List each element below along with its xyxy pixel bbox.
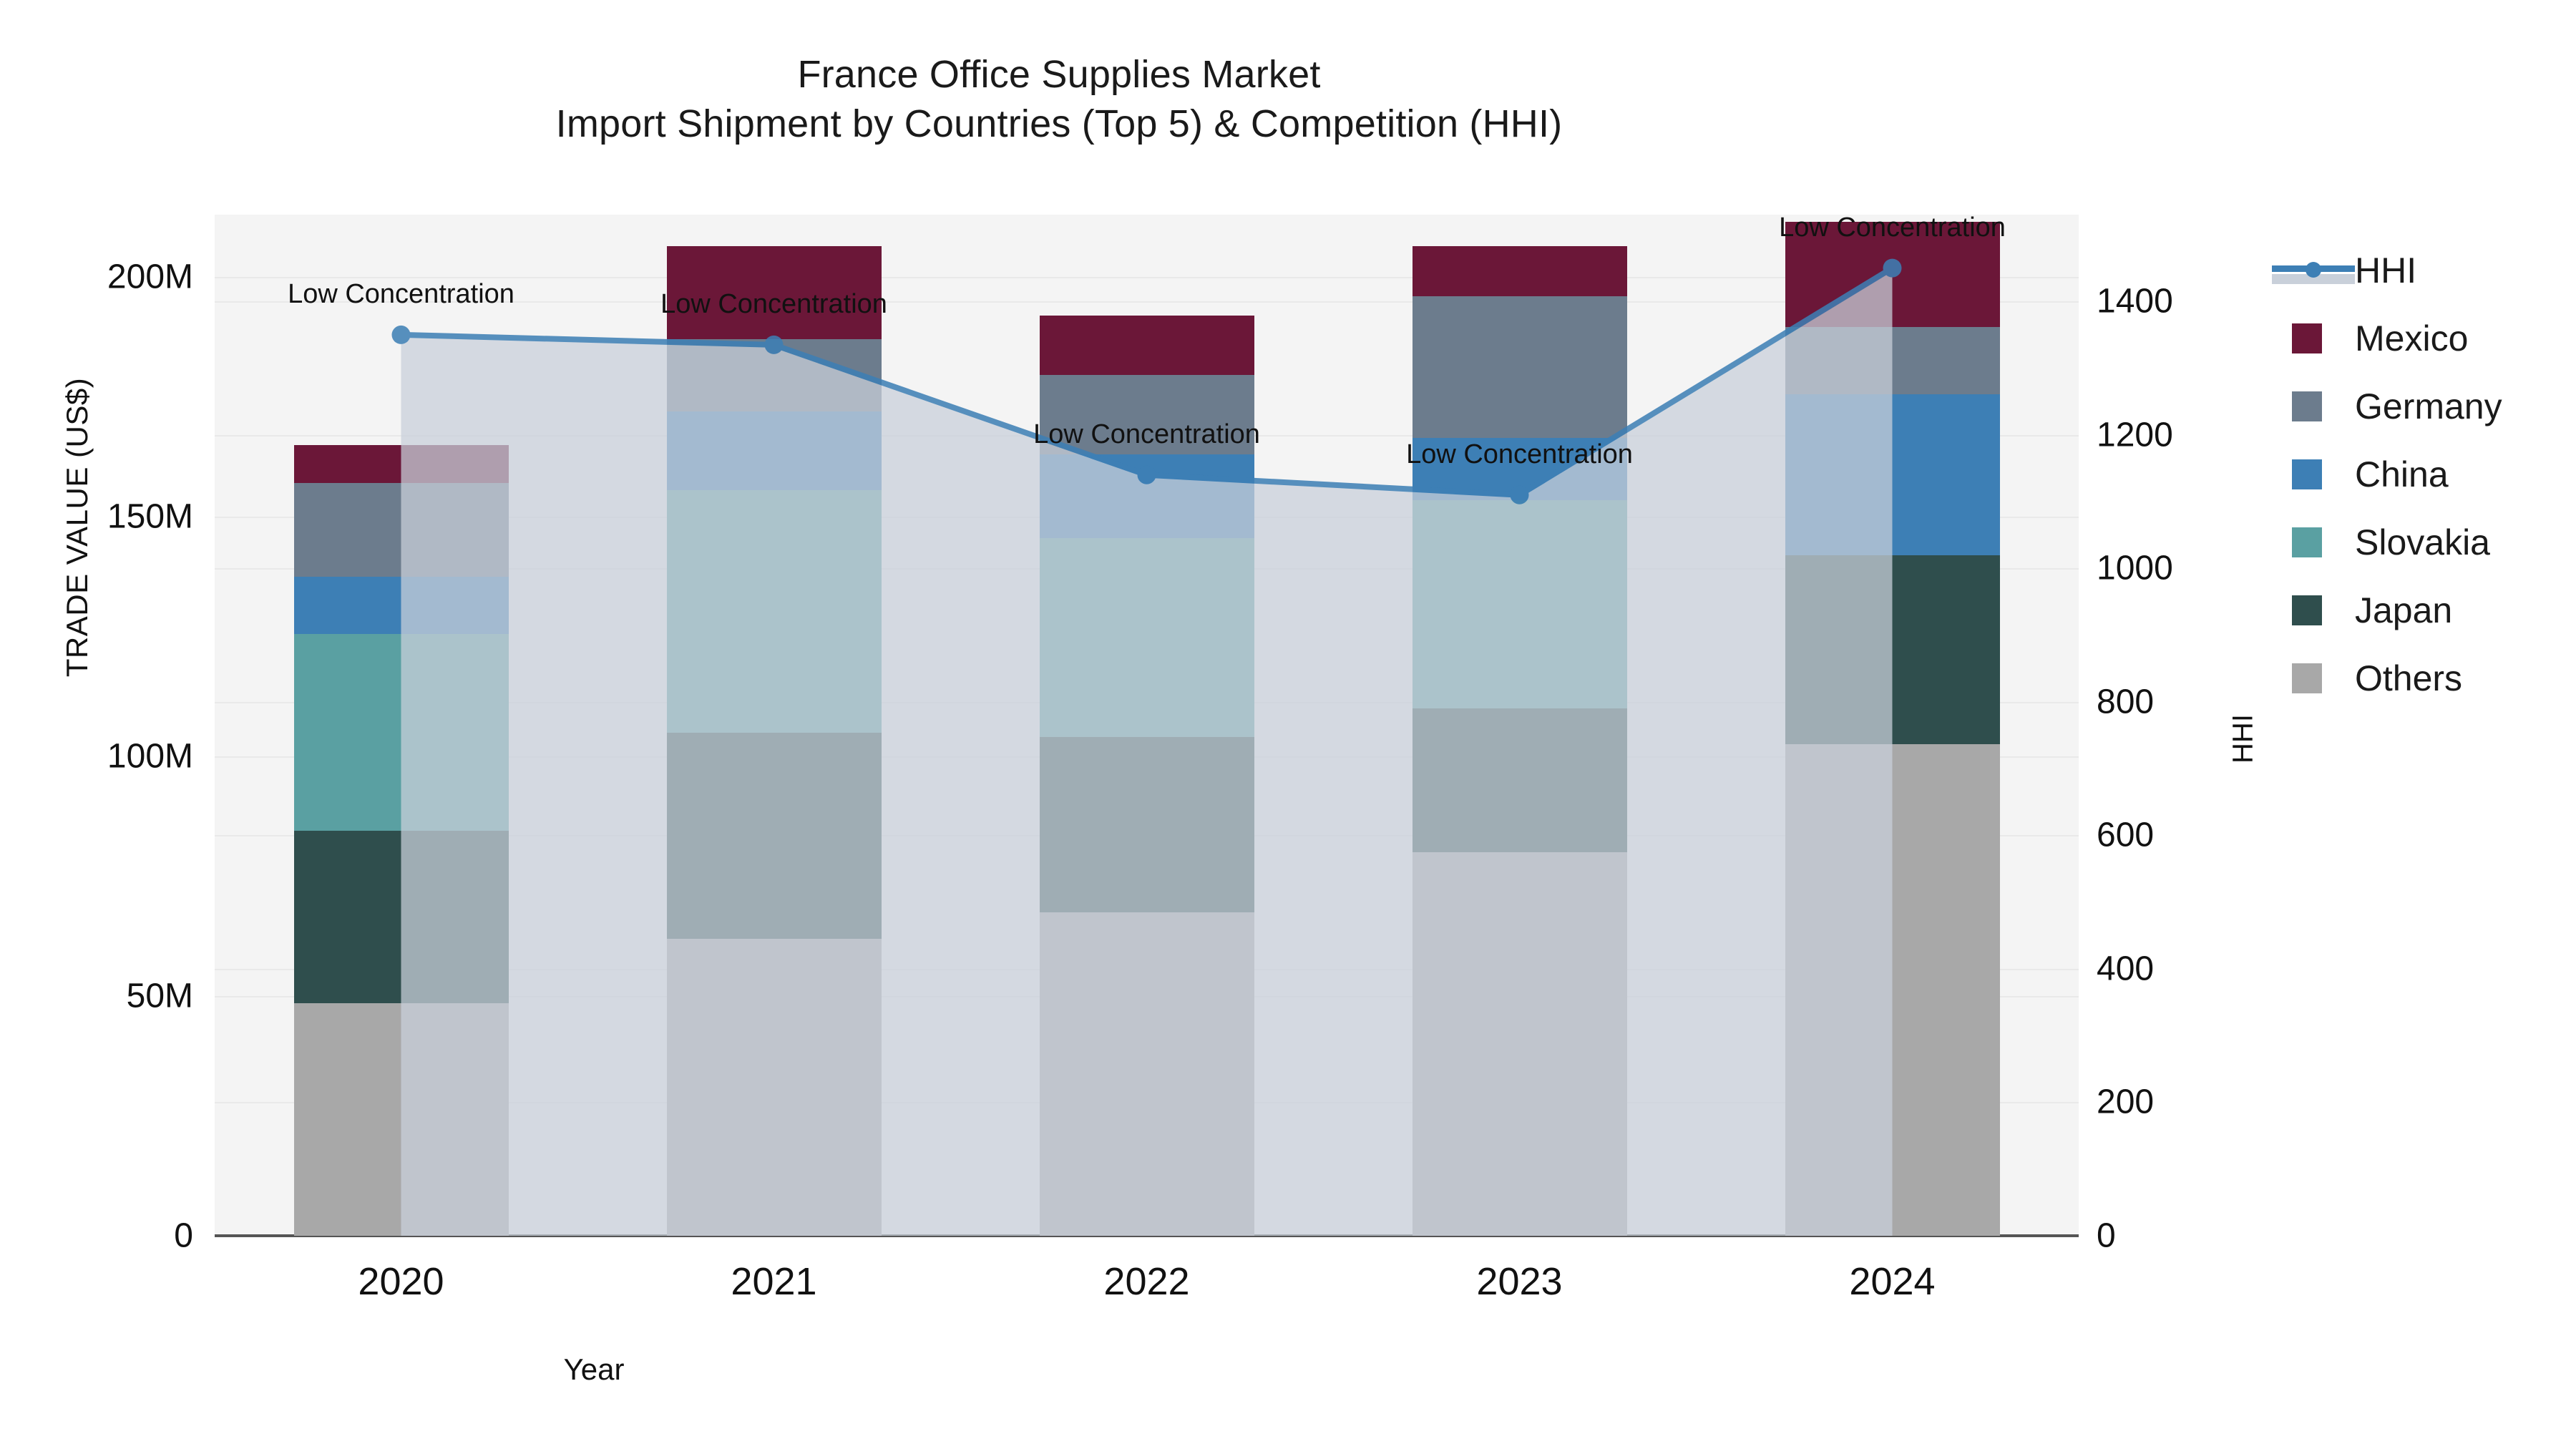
y-axis-label-secondary: HHI [2227, 714, 2259, 763]
legend-color-swatch [2292, 459, 2322, 489]
y-tick-label: 150M [107, 497, 193, 536]
y-tick-label: 50M [126, 977, 193, 1015]
hhi-annotation: Low Concentration [1779, 212, 2006, 243]
chart-legend: HHI Mexico Germany China Slovakia Japan Others [2272, 236, 2572, 712]
y-tick-label-secondary: 200 [2097, 1083, 2155, 1121]
legend-color-swatch [2292, 663, 2322, 693]
legend-line-marker [2272, 255, 2355, 286]
bar-segment-mexico[interactable] [1412, 245, 1627, 296]
legend-label: Slovakia [2355, 522, 2490, 562]
bar-segment-others[interactable] [293, 1003, 509, 1236]
y-tick-label: 100M [107, 737, 193, 776]
legend-dot-swatch [2306, 261, 2321, 278]
hhi-annotation: Low Concentration [1033, 419, 1260, 449]
x-tick-label: 2024 [1849, 1260, 1936, 1303]
legend-item-japan[interactable]: Japan [2272, 576, 2572, 644]
bar-segment-slovakia[interactable] [1412, 499, 1627, 709]
x-axis-label: Year [563, 1352, 625, 1386]
bar-segment-germany[interactable] [1412, 296, 1627, 438]
y-tick-label: 200M [107, 258, 193, 296]
bar-segment-china[interactable] [293, 576, 509, 635]
legend-color-swatch [2292, 391, 2322, 421]
y-tick-label-secondary: 600 [2097, 816, 2155, 854]
bar-segment-germany[interactable] [666, 339, 882, 411]
chart-subtitle: Import Shipment by Countries (Top 5) & C… [555, 102, 1563, 146]
chart-title-block: France Office Supplies Market Import Shi… [0, 50, 2118, 149]
y-tick-label-secondary: 400 [2097, 950, 2155, 988]
bar-segment-mexico[interactable] [293, 444, 509, 484]
legend-color-swatch [2292, 323, 2322, 353]
x-tick-label: 2022 [1103, 1260, 1190, 1303]
legend-label: Germany [2355, 386, 2502, 426]
bar-segment-others[interactable] [1039, 912, 1254, 1236]
x-tick-label: 2023 [1476, 1260, 1563, 1303]
legend-color-swatch [2292, 595, 2322, 625]
y-tick-label-secondary: 0 [2097, 1216, 2116, 1255]
legend-item-hhi[interactable]: HHI [2272, 236, 2572, 304]
bar-segment-japan[interactable] [1412, 708, 1627, 853]
legend-item-others[interactable]: Others [2272, 644, 2572, 712]
legend-label: Others [2355, 658, 2463, 698]
y-tick-label: 0 [174, 1216, 193, 1255]
bar-segment-others[interactable] [666, 938, 882, 1236]
y-tick-label-secondary: 1000 [2097, 549, 2173, 587]
legend-item-germany[interactable]: Germany [2272, 372, 2572, 440]
legend-item-mexico[interactable]: Mexico [2272, 304, 2572, 372]
legend-label: China [2355, 454, 2449, 494]
hhi-annotation: Low Concentration [660, 288, 887, 319]
x-axis-line [215, 1234, 2079, 1237]
legend-label: HHI [2355, 250, 2417, 291]
bar-segment-germany[interactable] [1785, 327, 2000, 395]
bar-segment-others[interactable] [1412, 852, 1627, 1236]
bar-segment-others[interactable] [1785, 744, 2000, 1236]
y-tick-label-secondary: 1400 [2097, 282, 2173, 321]
y-axis-label: TRADE VALUE (US$) [60, 377, 94, 678]
bar-segment-japan[interactable] [1785, 555, 2000, 745]
hhi-annotation: Low Concentration [1406, 439, 1633, 469]
x-tick-label: 2021 [731, 1260, 817, 1303]
y-tick-label-secondary: 800 [2097, 683, 2155, 721]
legend-label: Japan [2355, 590, 2453, 630]
bar-segment-japan[interactable] [666, 732, 882, 939]
x-tick-label: 2020 [358, 1260, 444, 1303]
bar-segment-slovakia[interactable] [293, 634, 509, 831]
legend-item-slovakia[interactable]: Slovakia [2272, 508, 2572, 576]
chart-title: France Office Supplies Market [797, 53, 1321, 96]
bar-segment-mexico[interactable] [1039, 315, 1254, 376]
bar-segment-japan[interactable] [293, 830, 509, 1004]
bar-segment-china[interactable] [1785, 394, 2000, 555]
bar-segment-china[interactable] [1039, 454, 1254, 539]
bar-segment-china[interactable] [666, 411, 882, 491]
bar-segment-slovakia[interactable] [666, 490, 882, 733]
legend-color-swatch [2292, 527, 2322, 557]
legend-item-china[interactable]: China [2272, 440, 2572, 508]
bar-segment-slovakia[interactable] [1039, 538, 1254, 738]
hhi-annotation: Low Concentration [288, 278, 514, 309]
legend-area-swatch [2272, 273, 2355, 284]
bar-segment-germany[interactable] [293, 483, 509, 577]
bar-segment-japan[interactable] [1039, 737, 1254, 912]
legend-label: Mexico [2355, 318, 2469, 358]
y-tick-label-secondary: 1200 [2097, 416, 2173, 454]
